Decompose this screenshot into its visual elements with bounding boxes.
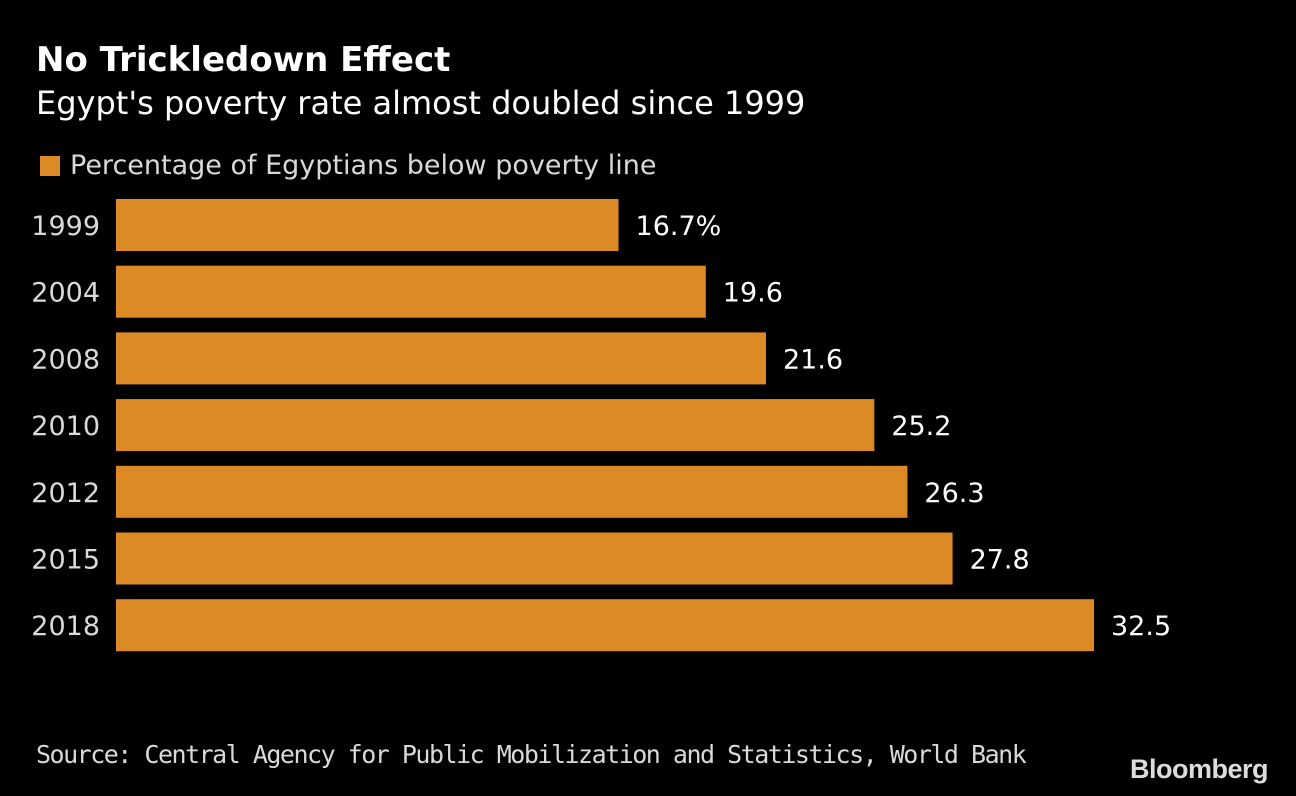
bar-2004	[116, 265, 706, 318]
legend-label: Percentage of Egyptians below poverty li…	[70, 150, 657, 181]
source-note: Source: Central Agency for Public Mobili…	[36, 740, 1027, 769]
category-label: 2018	[31, 611, 100, 642]
chart-subtitle: Egypt's poverty rate almost doubled sinc…	[36, 84, 806, 122]
chart-title: No Trickledown Effect	[36, 40, 451, 80]
data-label: 25.2	[891, 411, 951, 442]
data-label: 19.6	[723, 278, 783, 309]
bar-2008	[116, 332, 766, 385]
data-label: 26.3	[924, 478, 984, 509]
bar-2018	[116, 599, 1094, 652]
bar-2015	[116, 532, 953, 585]
bar-1999	[116, 199, 619, 251]
category-label: 2008	[31, 344, 100, 375]
category-label: 1999	[31, 211, 100, 242]
bar-2012	[116, 465, 908, 518]
category-label: 2010	[31, 411, 100, 442]
category-label: 2004	[31, 278, 100, 309]
legend-swatch	[40, 155, 60, 176]
data-label: 32.5	[1111, 611, 1171, 642]
category-label: 2012	[31, 478, 100, 509]
category-label: 2015	[31, 545, 100, 576]
legend: Percentage of Egyptians below poverty li…	[40, 150, 656, 181]
bloomberg-logo: Bloomberg	[1129, 754, 1269, 784]
bar-chart: 1999 16.7% 2004 19.6 2008 21.6 2010 25.2 2012 26.…	[31, 199, 1171, 652]
data-label: 16.7%	[636, 211, 722, 242]
data-label: 27.8	[970, 545, 1030, 576]
bar-2010	[116, 399, 875, 452]
data-label: 21.6	[783, 344, 843, 375]
